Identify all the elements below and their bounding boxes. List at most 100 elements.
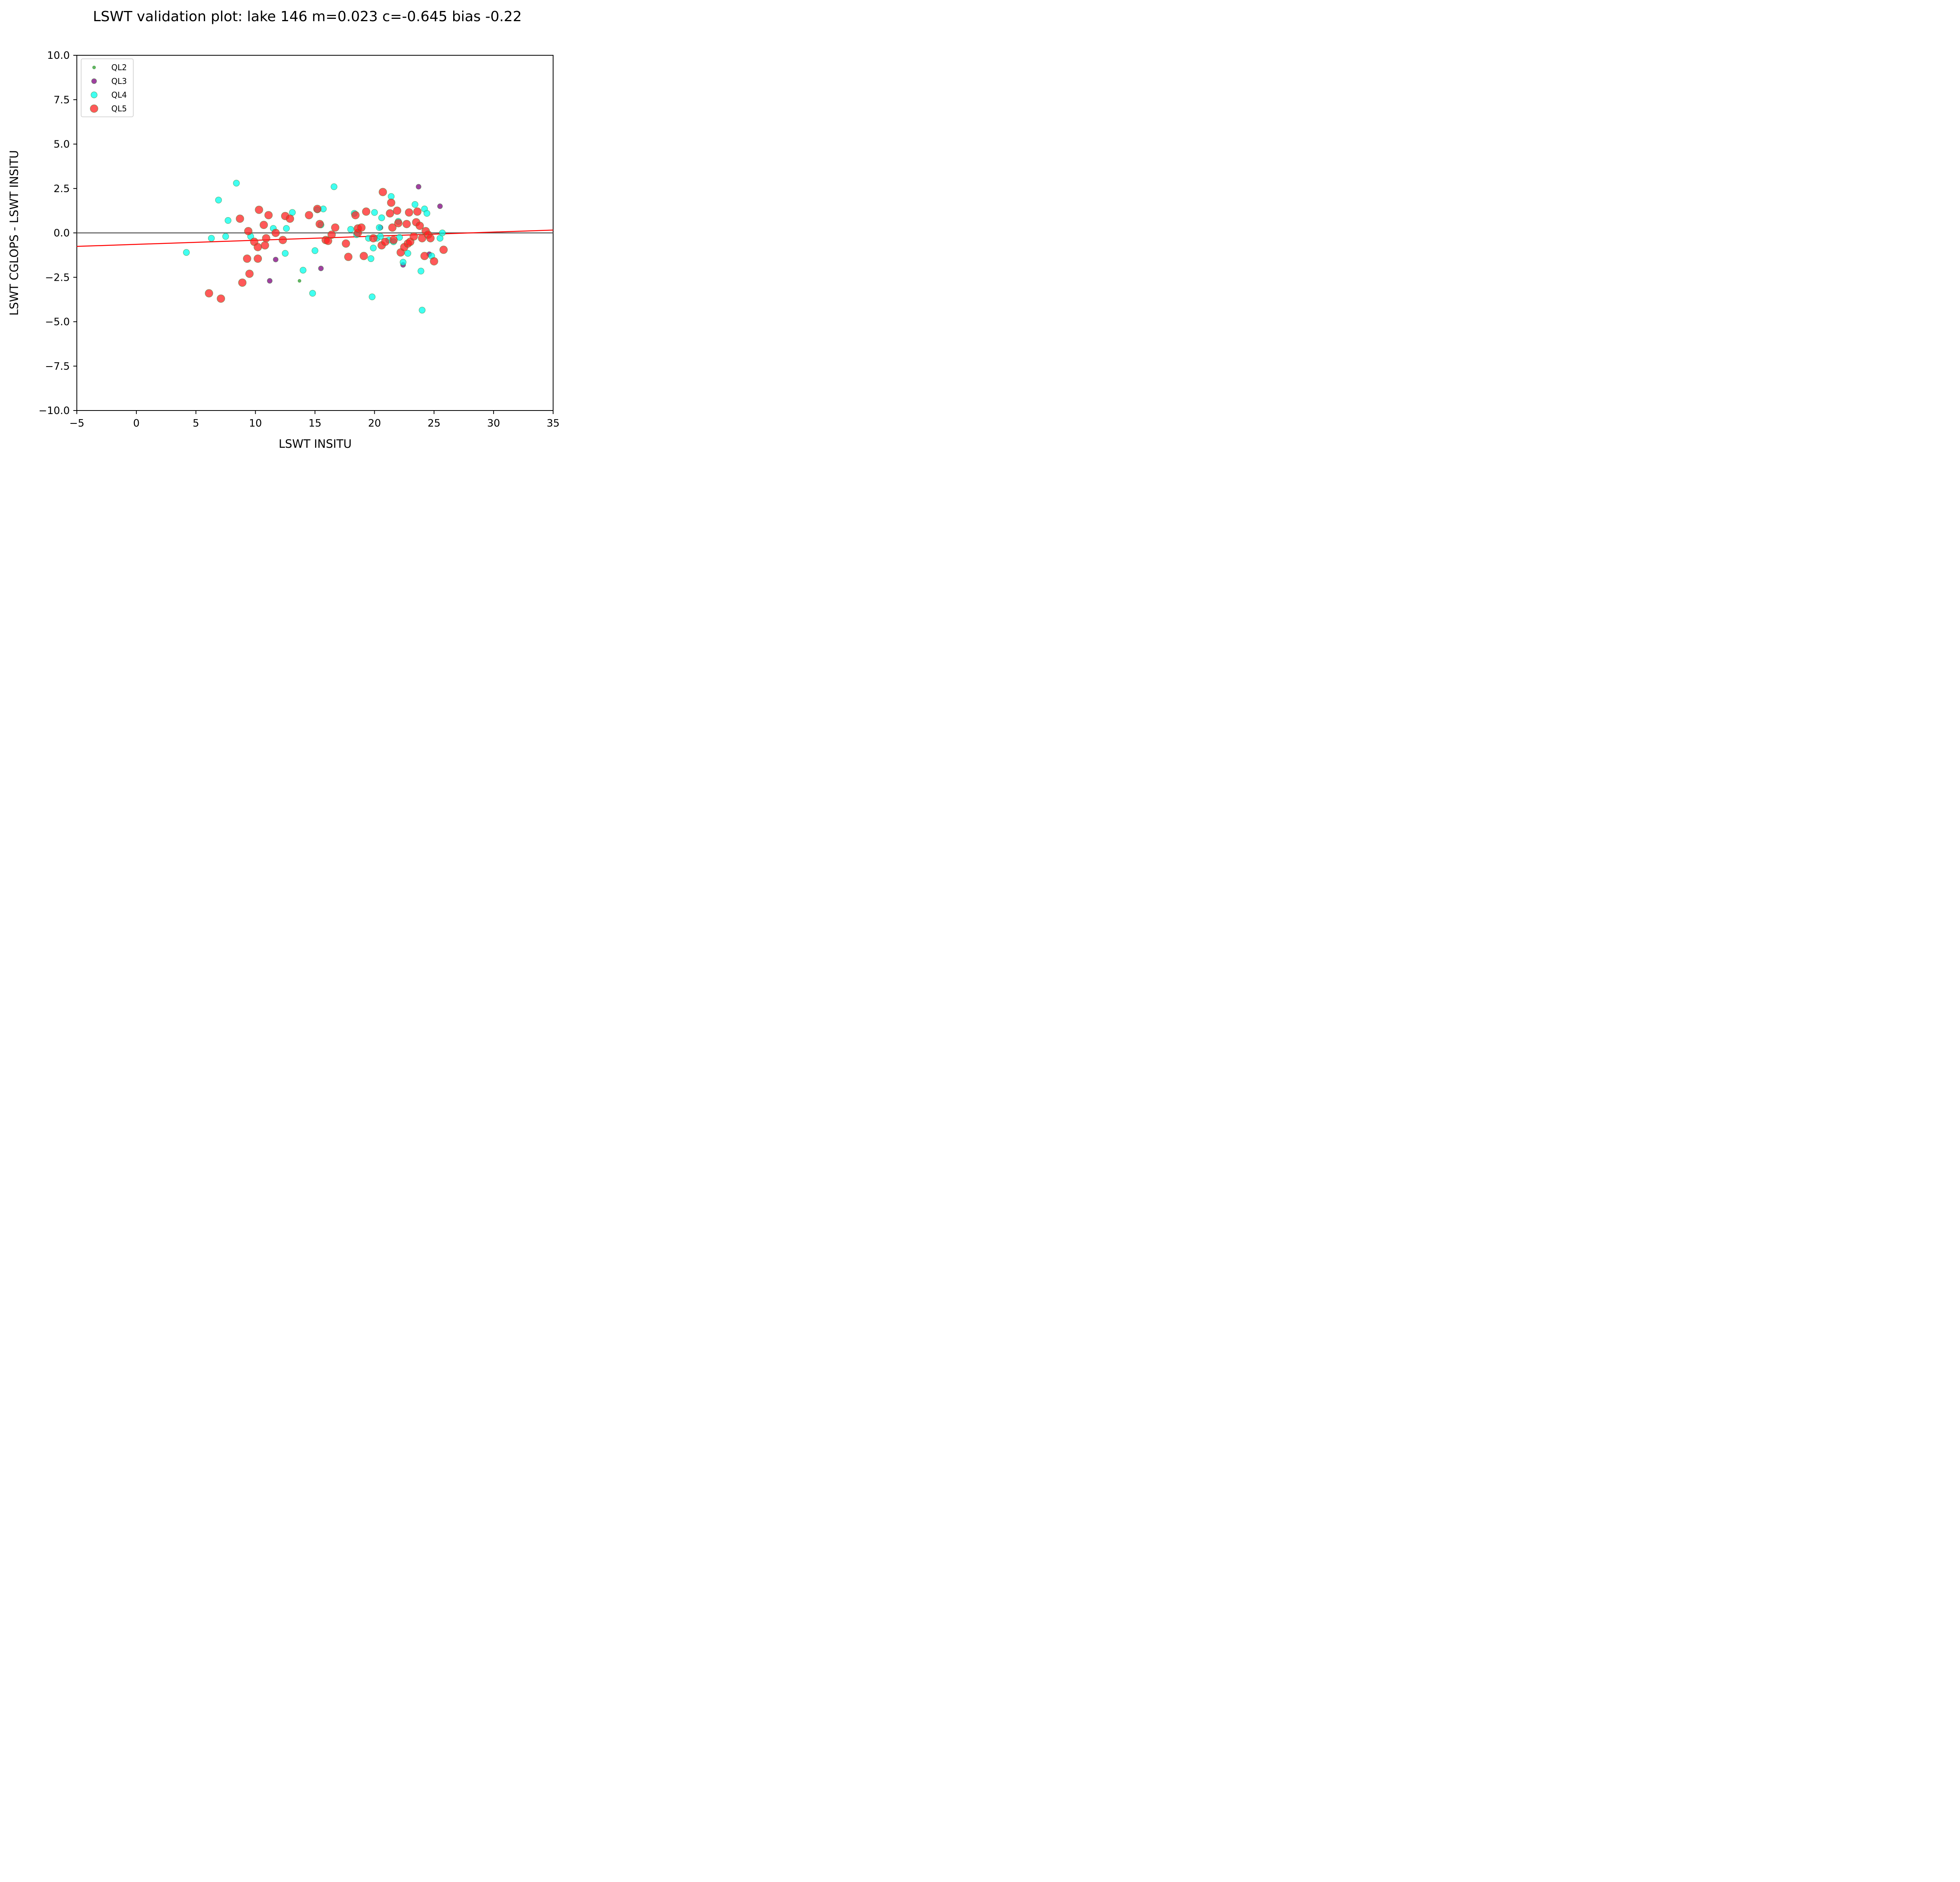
point-ql4: [376, 224, 383, 231]
point-ql4: [225, 217, 232, 224]
point-ql5: [331, 223, 339, 232]
point-ql4: [208, 235, 215, 242]
point-ql4: [222, 233, 229, 240]
axes-ticks: −5 0 5 10 15 20 25 30 35 −10.0 −7.5 −5.0 −2.5 0.0 2.5 5…: [38, 50, 559, 429]
x-tick-label: 20: [368, 418, 381, 429]
point-ql5: [255, 205, 263, 214]
y-tick-label: −7.5: [45, 361, 70, 372]
point-ql5: [313, 205, 322, 213]
point-ql5: [420, 252, 429, 260]
point-ql3: [267, 278, 273, 284]
point-ql5: [254, 254, 262, 263]
x-tick-label: 15: [309, 418, 321, 429]
point-ql5: [278, 236, 287, 244]
point-ql5: [254, 243, 262, 251]
y-axis-label: LSWT CGLOPS - LSWT INSITU: [7, 150, 21, 316]
point-ql4: [423, 210, 430, 217]
point-ql5: [344, 253, 353, 261]
point-ql5: [394, 219, 403, 227]
point-ql4: [347, 226, 354, 233]
point-ql5: [379, 188, 387, 196]
y-tick-label: −2.5: [45, 272, 70, 283]
point-ql5: [262, 234, 270, 243]
point-ql5: [426, 234, 435, 243]
y-tick-label: 5.0: [54, 139, 70, 151]
point-ql4: [367, 255, 374, 262]
legend-marker-ql2: [92, 65, 96, 69]
y-tick-label: 7.5: [54, 94, 70, 106]
x-tick-label: 5: [192, 418, 199, 429]
point-ql5: [260, 221, 268, 229]
point-ql4: [368, 293, 376, 300]
point-ql4: [412, 201, 419, 208]
point-ql5: [405, 208, 413, 217]
point-ql5: [386, 209, 394, 218]
point-ql4: [417, 267, 425, 274]
point-ql5: [362, 207, 370, 216]
point-ql5: [369, 234, 377, 243]
point-ql5: [271, 229, 280, 237]
point-ql5: [341, 239, 350, 248]
x-tick-label: 30: [487, 418, 500, 429]
point-ql4: [419, 307, 426, 314]
x-tick-label: 10: [249, 418, 262, 429]
y-tick-label: −5.0: [45, 316, 70, 328]
legend-box: [81, 58, 134, 117]
point-ql4: [312, 247, 318, 254]
point-ql4: [233, 180, 240, 187]
point-ql4: [215, 196, 222, 203]
point-ql4: [404, 250, 411, 257]
point-ql5: [359, 252, 368, 260]
point-ql5: [430, 257, 438, 265]
point-ql5: [393, 206, 401, 215]
legend-label-ql5: QL5: [111, 104, 127, 113]
chart: LSWT validation plot: lake 146 m=0.023 c…: [0, 0, 608, 457]
point-ql3: [273, 256, 279, 262]
x-tick-label: 0: [133, 418, 140, 429]
legend-marker-ql4: [91, 91, 98, 98]
x-tick-label: 25: [428, 418, 441, 429]
point-ql4: [370, 245, 377, 252]
point-ql4: [378, 214, 385, 221]
point-ql5: [245, 269, 254, 278]
x-axis-label: LSWT INSITU: [279, 437, 352, 451]
point-ql4: [283, 225, 290, 232]
point-ql5: [402, 220, 411, 228]
legend-label-ql3: QL3: [111, 76, 127, 86]
y-tick-label: 0.0: [54, 227, 70, 239]
reference-lines: [76, 229, 554, 247]
point-ql5: [389, 236, 398, 244]
point-ql5: [316, 220, 324, 228]
point-ql4: [439, 229, 446, 236]
x-tick-label: 35: [546, 418, 559, 429]
point-ql3: [318, 265, 324, 271]
point-ql4: [371, 209, 378, 216]
y-tick-label: −10.0: [38, 405, 70, 417]
x-tick-label: −5: [69, 418, 84, 429]
point-ql5: [205, 289, 213, 298]
legend-marker-ql3: [91, 78, 97, 84]
point-ql5: [410, 232, 418, 241]
legend: QL2 QL3 QL4 QL5: [81, 58, 134, 117]
point-ql5: [264, 211, 273, 220]
point-ql5: [244, 227, 252, 235]
point-ql5: [261, 241, 269, 250]
point-ql5: [243, 254, 251, 263]
point-ql4: [299, 267, 307, 274]
point-ql4: [282, 250, 289, 257]
legend-label-ql2: QL2: [111, 63, 127, 72]
chart-title: LSWT validation plot: lake 146 m=0.023 c…: [93, 9, 522, 25]
point-ql5: [381, 238, 390, 246]
point-ql5: [351, 211, 360, 220]
legend-label-ql4: QL4: [111, 90, 127, 100]
point-ql5: [388, 223, 397, 232]
point-ql3: [437, 203, 443, 209]
point-ql5: [387, 198, 396, 207]
point-ql5: [286, 214, 294, 223]
point-ql4: [183, 249, 190, 256]
point-ql3: [416, 184, 421, 190]
point-ql5: [305, 211, 313, 220]
y-tick-label: 2.5: [54, 183, 70, 195]
fit-line: [76, 229, 554, 247]
point-ql2: [298, 279, 301, 283]
